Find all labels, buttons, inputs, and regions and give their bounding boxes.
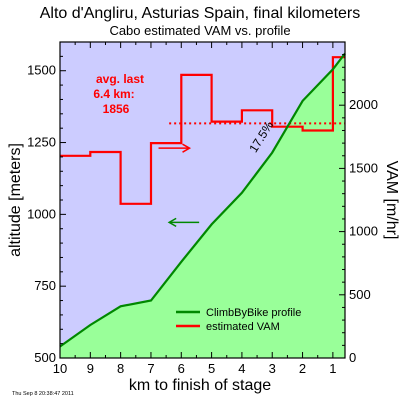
profile-area-fill [60,53,345,358]
x-tick-label: 4 [238,361,245,376]
axes: 10 9 8 7 6 5 4 3 2 150075010001250150005001000150… [27,41,378,376]
x-axis-title: km to finish of stage [129,377,271,394]
y-right-tick-label: 0 [349,350,356,365]
arrow-right-icon [182,143,192,153]
y-left-tick-label: 500 [34,350,56,365]
y-left-tick-label: 750 [34,278,56,293]
y-axis-title-right: VAM [m/hr] [383,161,400,240]
x-tick-label: 8 [117,361,124,376]
x-tick-label: 1 [329,361,336,376]
y-left-tick-label: 1500 [27,63,56,78]
arrow-left-icon [167,217,177,228]
profile-line [59,52,346,348]
chart-subtitle: Cabo estimated VAM vs. profile [109,23,290,38]
legend-label-1: ClimbByBike profile [206,307,301,319]
x-tick-label: 5 [208,361,215,376]
vam-step-series [60,56,345,205]
y-right-tick-label: 1000 [349,224,378,239]
x-tick-label: 2 [299,361,306,376]
avg-vam-label-line-2: 6.4 km: [93,87,134,101]
avg-vam-label-line-1: avg. last [96,72,144,86]
profile-area [60,53,345,358]
timestamp-footer: Thu Sep 8 20:38:47 2011 [12,391,74,397]
y-left-tick-label: 1250 [27,135,56,150]
x-tick-label: 3 [269,361,276,376]
chart-title: Alto d'Angliru, Asturias Spain, final ki… [40,5,361,22]
x-tick-label: 7 [147,361,154,376]
legend: ClimbByBike profile estimated VAM [176,307,301,333]
y-left-tick-label: 1000 [27,206,56,221]
y-right-tick-label: 500 [349,287,371,302]
legend-label-2: estimated VAM [206,321,280,333]
profile-series [59,52,346,348]
y-axis-title-left: altitude [meters] [7,143,24,257]
y-right-tick-label: 1500 [349,160,378,175]
x-tick-label: 6 [178,361,185,376]
vam-step-line [60,56,345,205]
avg-vam-label-line-3: 1856 [103,102,130,116]
x-tick-label: 9 [87,361,94,376]
x-tick-label: 10 [53,361,67,376]
y-right-tick-label: 2000 [349,97,378,112]
